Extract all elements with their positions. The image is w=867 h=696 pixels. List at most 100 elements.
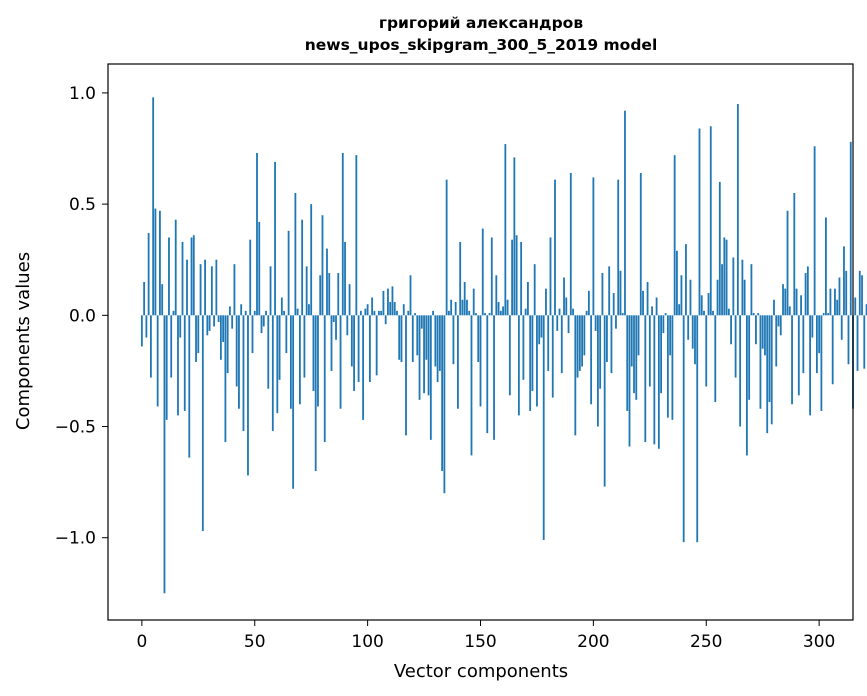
bar-258 — [723, 237, 726, 316]
bar-303 — [825, 217, 827, 316]
bar-141 — [459, 241, 462, 316]
bar-161 — [504, 144, 507, 316]
bar-200 — [592, 177, 595, 316]
bar-314 — [849, 141, 852, 316]
bar-137 — [450, 299, 453, 316]
bar-280 — [773, 299, 775, 316]
bar-85 — [332, 315, 335, 322]
bar-15 — [174, 219, 177, 316]
bar-307 — [834, 288, 836, 316]
bar-250 — [705, 315, 708, 387]
bar-310 — [840, 315, 843, 340]
bar-227 — [653, 315, 656, 445]
bar-297 — [811, 315, 814, 338]
bar-215 — [626, 315, 629, 411]
bar-211 — [617, 179, 620, 316]
bar-219 — [635, 315, 638, 400]
bar-31 — [210, 266, 213, 316]
bar-178 — [542, 315, 545, 540]
x-tick-label-0: 0 — [136, 632, 147, 652]
bar-224 — [646, 281, 649, 316]
bar-103 — [373, 310, 376, 316]
bar-57 — [269, 266, 272, 316]
bar-79 — [319, 275, 322, 316]
bar-69 — [296, 308, 299, 316]
bar-306 — [831, 315, 834, 385]
bar-279 — [770, 315, 773, 425]
bar-164 — [511, 239, 514, 316]
bar-266 — [741, 259, 744, 316]
bar-317 — [856, 315, 859, 371]
bar-238 — [678, 304, 681, 316]
bar-233 — [666, 315, 669, 418]
bar-269 — [748, 315, 751, 400]
bar-271 — [752, 313, 755, 316]
bar-4 — [149, 315, 152, 378]
bar-242 — [687, 315, 690, 340]
bar-240 — [682, 315, 685, 543]
bar-151 — [481, 228, 484, 316]
bar-59 — [274, 161, 276, 316]
bar-145 — [468, 310, 471, 316]
bar-97 — [359, 310, 362, 316]
bar-100 — [366, 304, 369, 316]
bar-318 — [858, 270, 861, 316]
bar-44 — [240, 304, 243, 316]
bar-101 — [368, 315, 371, 383]
bar-22 — [190, 237, 193, 316]
bar-183 — [554, 179, 556, 316]
bar-270 — [750, 264, 753, 316]
bar-19 — [183, 315, 186, 411]
y-axis-label: Components values — [13, 252, 34, 430]
bar-172 — [529, 315, 532, 411]
bar-171 — [527, 281, 529, 316]
y-tick-label-4: −1.0 — [55, 529, 96, 549]
bar-123 — [418, 315, 421, 400]
bar-246 — [696, 315, 699, 543]
bar-264 — [736, 104, 739, 316]
bar-203 — [599, 315, 602, 389]
bar-46 — [244, 310, 247, 316]
bar-88 — [339, 315, 342, 409]
bar-229 — [657, 315, 660, 449]
bar-127 — [427, 315, 430, 396]
bar-50 — [253, 310, 256, 316]
bar-20 — [186, 259, 188, 316]
bar-33 — [215, 259, 218, 316]
bar-218 — [633, 315, 635, 394]
bar-168 — [520, 241, 523, 316]
bar-199 — [590, 315, 593, 405]
bar-249 — [703, 310, 705, 316]
bar-257 — [721, 264, 723, 316]
bar-196 — [583, 315, 586, 356]
x-tick-label-3: 150 — [464, 632, 496, 652]
bar-207 — [608, 266, 611, 316]
bar-320 — [863, 315, 866, 369]
bar-105 — [378, 310, 380, 316]
bar-261 — [730, 315, 732, 345]
bar-237 — [676, 250, 678, 316]
x-axis-ticks: 0 50 100 150 200 250 300 — [136, 620, 835, 652]
bar-11 — [165, 315, 168, 420]
bar-248 — [700, 295, 703, 316]
bar-298 — [813, 146, 816, 316]
bar-169 — [522, 315, 525, 380]
bar-41 — [233, 264, 236, 316]
bar-167 — [517, 315, 520, 416]
bar-104 — [375, 315, 378, 376]
bar-70 — [298, 315, 301, 405]
bar-120 — [411, 315, 414, 363]
chart-title-line-1: григорий александров — [379, 14, 583, 32]
bar-295 — [806, 266, 809, 316]
bar-241 — [685, 244, 687, 316]
bar-17 — [179, 315, 182, 338]
bar-82 — [326, 248, 328, 316]
bar-65 — [287, 230, 290, 316]
bar-62 — [280, 297, 283, 316]
bar-52 — [258, 221, 261, 316]
bar-14 — [172, 310, 175, 316]
bar-301 — [820, 315, 823, 411]
bar-197 — [585, 310, 588, 316]
bar-201 — [594, 315, 597, 331]
bar-61 — [278, 315, 281, 380]
